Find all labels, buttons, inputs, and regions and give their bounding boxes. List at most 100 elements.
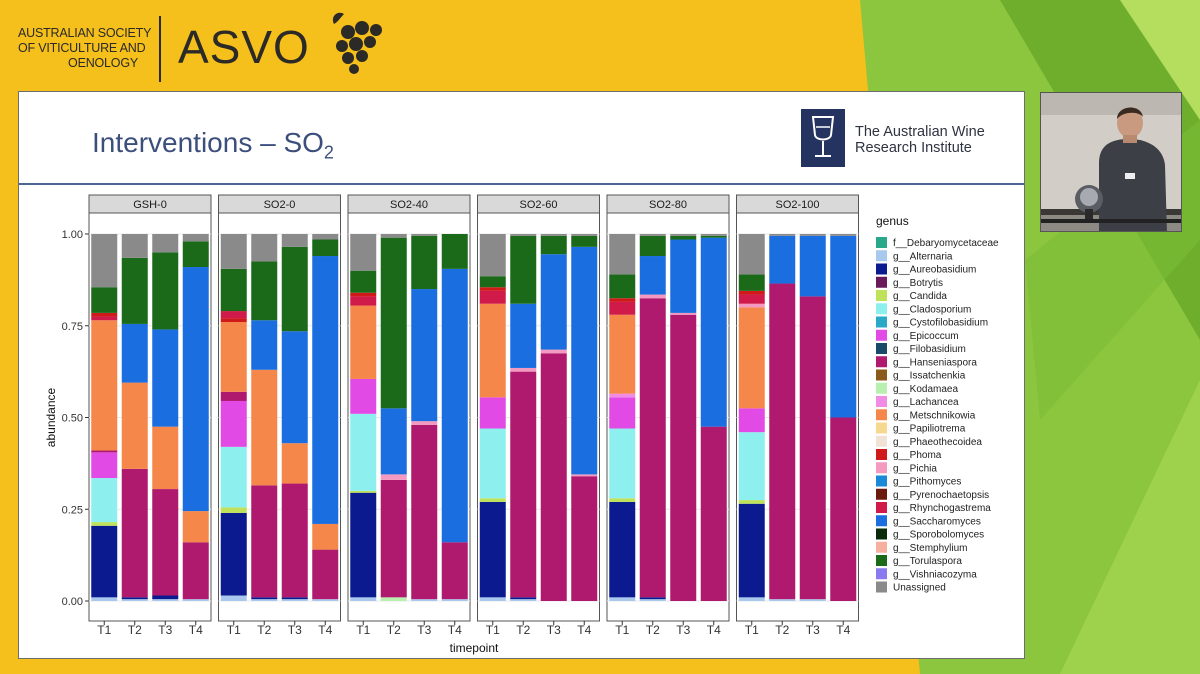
legend-swatch — [876, 475, 887, 487]
facet-label: SO2-40 — [390, 199, 428, 211]
bar-segment — [220, 512, 247, 596]
bar-segment — [281, 599, 308, 601]
bar-segment — [220, 391, 247, 401]
bar-segment — [251, 261, 278, 321]
bar-segment — [700, 237, 727, 427]
bar-segment — [350, 490, 377, 493]
bar-segment — [639, 234, 666, 236]
bar-segment — [670, 314, 697, 601]
x-tick-label: T3 — [288, 623, 302, 637]
legend-label: g__Kodamaea — [893, 384, 958, 395]
bar-segment — [799, 296, 826, 600]
x-tick-label: T2 — [387, 623, 401, 637]
legend-label: g__Botrytis — [893, 278, 943, 289]
bar-segment — [251, 320, 278, 370]
bar-segment — [540, 353, 567, 601]
legend-label: g__Rhynchogastrema — [893, 503, 991, 514]
society-line: OENOLOGY — [68, 56, 138, 70]
bar-segment — [91, 234, 118, 288]
legend-swatch — [876, 382, 887, 394]
x-tick-label: T4 — [836, 623, 850, 637]
bar-segment — [182, 542, 209, 600]
bar-segment — [700, 234, 727, 236]
legend-label: g__Lachancea — [893, 397, 959, 408]
legend-label: g__Alternaria — [893, 251, 953, 262]
bar-segment — [738, 408, 765, 433]
bar-segment — [441, 542, 468, 600]
bar-segment — [281, 597, 308, 600]
bar-segment — [182, 234, 209, 242]
bar-segment — [609, 428, 636, 499]
bar-segment — [700, 235, 727, 238]
x-tick-label: T1 — [615, 623, 629, 637]
bar-segment — [312, 256, 339, 524]
x-tick-label: T2 — [257, 623, 271, 637]
legend-swatch — [876, 329, 887, 341]
bar-segment — [91, 320, 118, 451]
institute-line: The Australian Wine — [855, 124, 985, 140]
bar-segment — [91, 287, 118, 313]
bar-segment — [152, 329, 179, 427]
legend-swatch — [876, 263, 887, 275]
bar-segment — [380, 234, 407, 238]
legend-label: Unassigned — [893, 583, 946, 594]
bar-segment — [670, 235, 697, 240]
bar-segment — [152, 489, 179, 596]
bar-segment — [91, 450, 118, 453]
bar-segment — [121, 234, 148, 258]
bar-segment — [609, 501, 636, 598]
bar-segment — [91, 452, 118, 479]
bar-segment — [738, 307, 765, 409]
bar-segment — [182, 599, 209, 601]
bar-segment — [281, 483, 308, 598]
legend-swatch — [876, 555, 887, 566]
x-tick-label: T4 — [577, 623, 591, 637]
bar-segment — [350, 292, 377, 297]
bar-segment — [312, 234, 339, 240]
bar-segment — [441, 268, 468, 543]
speaker-video-frame — [1041, 93, 1181, 231]
bar-segment — [479, 597, 506, 601]
bar-segment — [411, 421, 438, 425]
bar-segment — [609, 274, 636, 299]
facet-label: GSH-0 — [133, 199, 167, 211]
bar-segment — [830, 235, 857, 418]
legend-swatch — [876, 250, 887, 262]
bar-segment — [769, 283, 796, 600]
bar-segment — [121, 599, 148, 601]
bar-segment — [251, 234, 278, 262]
bar-segment — [799, 599, 826, 601]
bar-segment — [220, 311, 247, 319]
bar-segment — [350, 296, 377, 306]
legend-swatch — [876, 581, 887, 593]
legend-label: g__Metschnikowia — [893, 410, 976, 421]
society-name: AUSTRALIAN SOCIETY OF VITICULTURE AND OE… — [18, 26, 151, 71]
bar-segment — [91, 312, 118, 317]
bar-segment — [441, 599, 468, 601]
legend-swatch — [876, 356, 887, 368]
bar-segment — [769, 235, 796, 284]
legend-swatch — [876, 303, 887, 315]
y-axis-label: abundance — [44, 387, 58, 447]
bar-segment — [510, 303, 537, 368]
bar-segment — [510, 599, 537, 601]
legend-label: g__Cystofilobasidium — [893, 318, 988, 329]
bar-segment — [281, 331, 308, 444]
legend-label: g__Filobasidium — [893, 344, 966, 355]
bar-segment — [670, 312, 697, 315]
legend-label: g__Candida — [893, 291, 947, 302]
bar-segment — [639, 597, 666, 600]
legend-swatch — [876, 435, 887, 447]
legend-label: g__Stemphylium — [893, 543, 967, 554]
bar-segment — [738, 274, 765, 291]
bar-segment — [380, 479, 407, 598]
legend-swatch — [876, 237, 887, 248]
bar-segment — [571, 474, 598, 477]
speaker-webcam — [1040, 92, 1182, 232]
bar-segment — [182, 511, 209, 543]
bar-segment — [380, 597, 407, 601]
bar-segment — [281, 234, 308, 247]
bar-segment — [639, 235, 666, 257]
bar-segment — [220, 595, 247, 601]
bar-segment — [510, 234, 537, 236]
